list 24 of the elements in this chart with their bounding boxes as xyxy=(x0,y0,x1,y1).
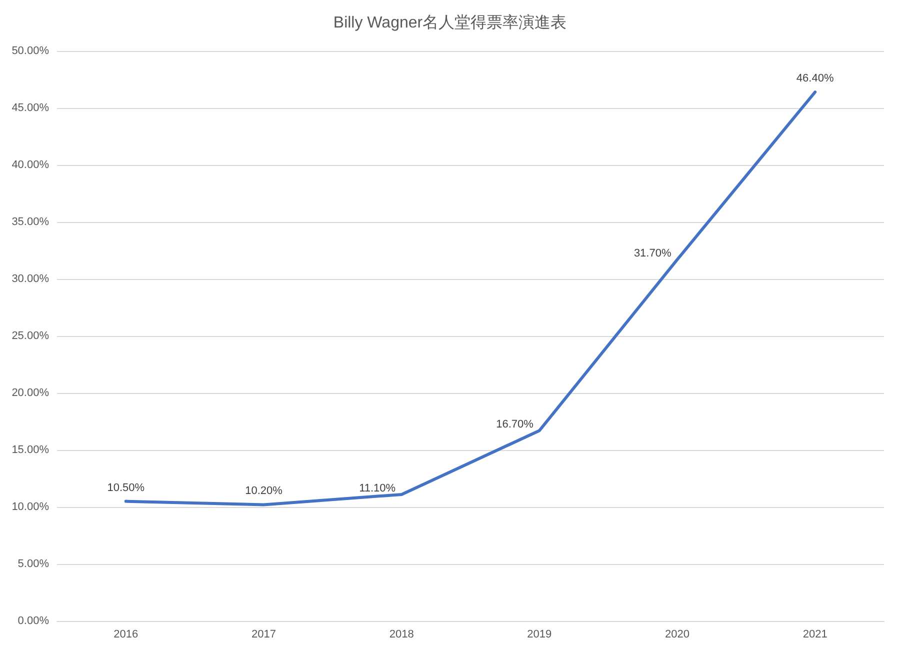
y-tick-label: 50.00% xyxy=(12,45,50,57)
x-tick-label: 2018 xyxy=(389,628,414,640)
chart-title: Billy Wagner名人堂得票率演進表 xyxy=(333,14,567,32)
x-tick-label: 2017 xyxy=(252,628,276,640)
data-label: 31.70% xyxy=(634,248,672,260)
y-tick-label: 40.00% xyxy=(12,159,50,171)
x-tick-label: 2016 xyxy=(114,628,138,640)
y-tick-label: 15.00% xyxy=(12,444,50,456)
data-label: 11.10% xyxy=(359,482,396,494)
data-label: 16.70% xyxy=(496,418,534,431)
x-tick-label: 2021 xyxy=(802,628,828,640)
y-tick-label: 0.00% xyxy=(18,615,50,627)
y-tick-label: 35.00% xyxy=(12,216,50,228)
y-tick-label: 5.00% xyxy=(18,558,50,570)
y-tick-label: 20.00% xyxy=(12,387,50,399)
y-tick-label: 30.00% xyxy=(12,273,50,285)
y-tick-label: 10.00% xyxy=(12,501,50,513)
data-label: 10.20% xyxy=(245,485,283,498)
y-tick-label: 25.00% xyxy=(12,330,50,342)
data-label: 10.50% xyxy=(107,482,145,494)
x-tick-label: 2020 xyxy=(665,628,690,640)
y-tick-label: 45.00% xyxy=(12,102,50,114)
x-tick-label: 2019 xyxy=(527,628,552,640)
data-label: 46.40% xyxy=(796,72,834,85)
